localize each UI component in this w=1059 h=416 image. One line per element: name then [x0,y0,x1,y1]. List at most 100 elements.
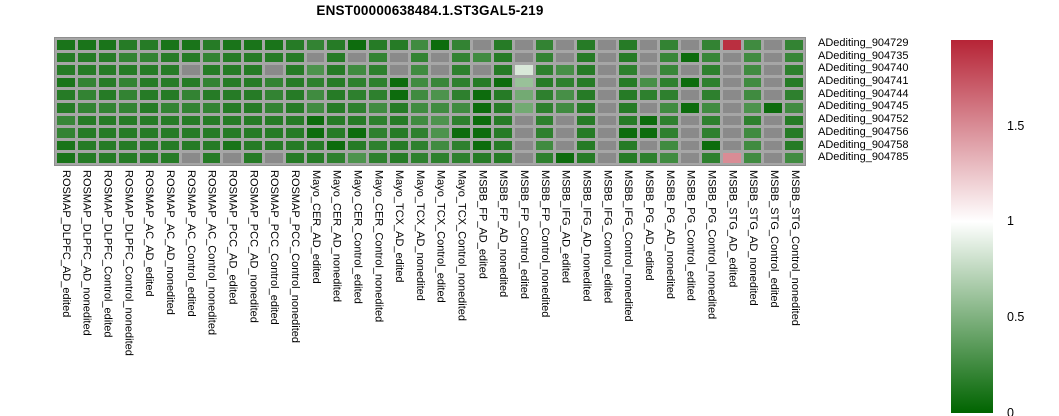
heatmap-cell [369,140,387,151]
heatmap-cell [722,103,741,113]
heatmap-cell [223,52,242,63]
heatmap-cell [98,128,117,138]
heatmap-cell [181,90,200,100]
heatmap-cell [119,65,138,75]
column-label: ROSMAP_PCC_AD_edited [226,170,239,305]
heatmap-cell [556,40,575,50]
heatmap-cell [119,77,138,88]
row-label: ADediting_904740 [818,62,909,75]
column-label: MSBB_FP_AD_edited [476,170,489,279]
heatmap-cell [431,103,450,113]
heatmap-cell [327,103,346,113]
heatmap-cell [223,140,242,151]
heatmap-cell [306,128,325,138]
heatmap-cell [743,52,762,63]
heatmap-cell [681,153,699,163]
heatmap-cell [410,77,429,88]
heatmap-cell [410,115,429,126]
heatmap-cell [348,40,367,50]
heatmap-cell [514,128,533,138]
heatmap-cell [535,40,554,50]
heatmap-cell [369,40,387,50]
heatmap-cell [327,52,346,63]
heatmap-cell [431,40,450,50]
heatmap-cell [660,140,679,151]
heatmap-cell [514,90,533,100]
heatmap-cell [785,90,803,100]
heatmap-cell [327,115,346,126]
heatmap-cell [181,115,200,126]
heatmap-cell [223,115,242,126]
heatmap-cell [161,77,179,88]
heatmap-cell [348,103,367,113]
heatmap-cell [722,90,741,100]
heatmap-cell [785,52,803,63]
heatmap-cell [119,103,138,113]
heatmap-cell [660,40,679,50]
heatmap-cell [327,128,346,138]
row-label: ADediting_904756 [818,125,909,138]
column-label: ROSMAP_PCC_AD_nonedited [247,170,260,323]
heatmap-cell [597,103,616,113]
heatmap-cell [535,103,554,113]
heatmap-cell [577,128,595,138]
heatmap-cell [348,153,367,163]
heatmap-cell [493,153,512,163]
heatmap-cell [77,128,96,138]
heatmap-cell [306,77,325,88]
heatmap-cell [410,40,429,50]
heatmap-cell [660,128,679,138]
column-label: ROSMAP_DLPFC_AD_edited [59,170,72,318]
heatmap-cell [556,115,575,126]
heatmap-cell [77,90,96,100]
heatmap-cell [597,77,616,88]
heatmap-cell [639,115,658,126]
heatmap-cell [265,40,283,50]
column-label: Mayo_TCX_Control_nonedited [455,170,468,322]
heatmap-cell [514,115,533,126]
heatmap-cell [493,90,512,100]
column-label: Mayo_CER_AD_nonedited [330,170,343,303]
heatmap-cell [98,77,117,88]
heatmap-cell [119,52,138,63]
colorbar-tick-label: 0.5 [1007,309,1025,324]
heatmap-cell [389,90,408,100]
heatmap-cell [119,90,138,100]
heatmap-cell [223,77,242,88]
heatmap-cell [431,128,450,138]
column-label: Mayo_CER_Control_edited [351,170,364,304]
heatmap-cell [140,40,159,50]
heatmap-cell [389,128,408,138]
heatmap-cell [285,140,304,151]
heatmap-cell [369,103,387,113]
row-label: ADediting_904785 [818,151,909,164]
column-label: Mayo_TCX_AD_nonedited [413,170,426,301]
heatmap-cell [181,103,200,113]
heatmap-cell [618,140,637,151]
heatmap-cell [223,40,242,50]
heatmap-cell [431,65,450,75]
heatmap-cell [348,77,367,88]
heatmap-cell [473,40,491,50]
heatmap-cell [722,128,741,138]
heatmap-cell [785,65,803,75]
heatmap-cell [452,140,471,151]
heatmap-cell [764,103,783,113]
heatmap-cell [285,115,304,126]
heatmap-cell [764,115,783,126]
heatmap-cell [244,52,263,63]
heatmap-cell [743,65,762,75]
heatmap-cell [244,40,263,50]
heatmap-cell [98,140,117,151]
heatmap-cell [681,65,699,75]
heatmap-cell [285,40,304,50]
column-label: MSBB_FP_AD_nonedited [497,170,510,298]
heatmap-cell [701,128,720,138]
heatmap-cell [660,77,679,88]
heatmap-cell [285,103,304,113]
row-label: ADediting_904735 [818,49,909,62]
heatmap-cell [348,90,367,100]
heatmap-cell [681,77,699,88]
heatmap-cell [306,140,325,151]
column-label: MSBB_IFG_AD_edited [559,170,572,284]
